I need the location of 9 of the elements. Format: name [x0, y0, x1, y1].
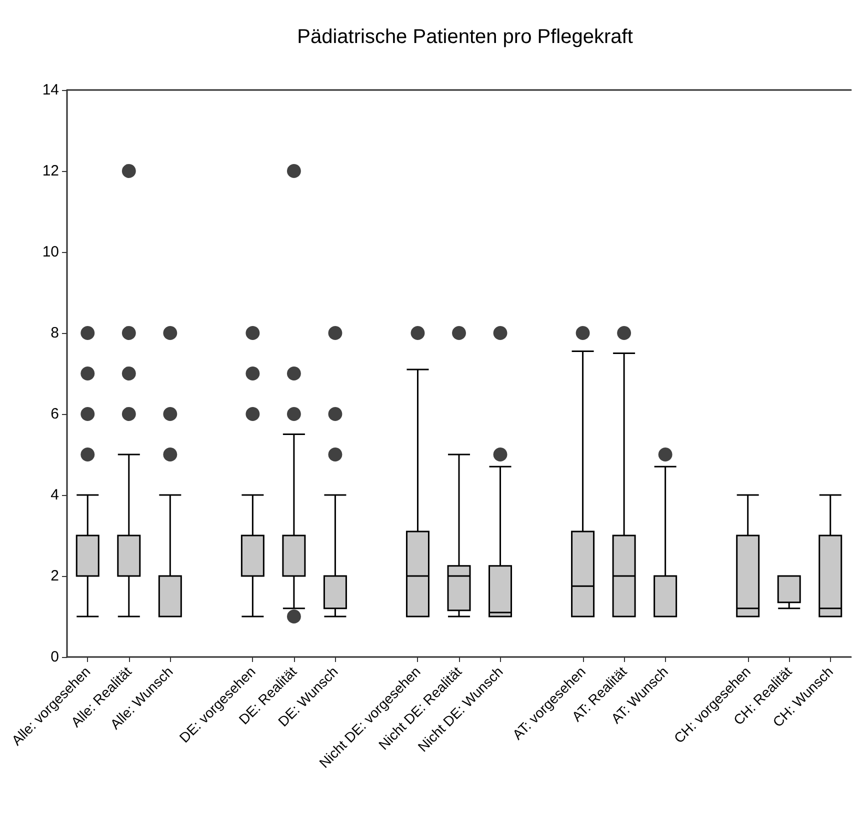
y-tick-label: 14	[42, 82, 59, 98]
y-tick-label: 10	[42, 244, 59, 260]
chart-title: Pädiatrische Patienten pro Pflegekraft	[297, 26, 634, 48]
y-tick-label: 8	[50, 324, 59, 342]
y-tick-label: 0	[50, 648, 59, 666]
y-tick-label: 12	[42, 162, 59, 180]
y-tick-label: 6	[50, 406, 59, 422]
y-tick-label: 2	[50, 568, 59, 584]
y-tick-label: 4	[50, 486, 59, 504]
